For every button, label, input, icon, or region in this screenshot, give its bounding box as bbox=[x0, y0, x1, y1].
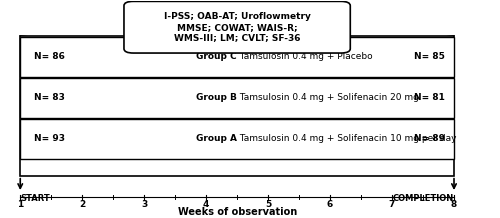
Text: I-PSS; OAB-AT; Uroflowmetry
MMSE; COWAT; WAIS-R;
WMS-III; LM; CVLT; SF-36: I-PSS; OAB-AT; Uroflowmetry MMSE; COWAT;… bbox=[164, 12, 310, 42]
Text: Tamsulosin 0.4 mg + Placebo: Tamsulosin 0.4 mg + Placebo bbox=[237, 52, 373, 61]
Text: 8: 8 bbox=[451, 201, 457, 209]
Text: COMPLETION: COMPLETION bbox=[393, 194, 454, 203]
Text: 2: 2 bbox=[79, 201, 86, 209]
Text: 4: 4 bbox=[203, 201, 209, 209]
Text: N= 83: N= 83 bbox=[34, 93, 66, 102]
Bar bbox=[20, 78, 454, 118]
Text: 7: 7 bbox=[389, 201, 395, 209]
Text: Weeks of observation: Weeks of observation bbox=[178, 207, 297, 217]
Text: N= 86: N= 86 bbox=[34, 52, 66, 61]
Bar bbox=[20, 119, 454, 158]
FancyBboxPatch shape bbox=[124, 1, 350, 53]
Text: 5: 5 bbox=[265, 201, 271, 209]
Text: Group B: Group B bbox=[196, 93, 237, 102]
Text: 3: 3 bbox=[141, 201, 148, 209]
Text: 6: 6 bbox=[327, 201, 333, 209]
Text: Tamsulosin 0.4 mg + Solifenacin 20 mg: Tamsulosin 0.4 mg + Solifenacin 20 mg bbox=[237, 93, 419, 102]
Bar bbox=[20, 36, 454, 176]
Bar bbox=[20, 37, 454, 77]
Text: N= 93: N= 93 bbox=[34, 134, 66, 143]
Text: Tamsulosin 0.4 mg + Solifenacin 10 mg per day: Tamsulosin 0.4 mg + Solifenacin 10 mg pe… bbox=[237, 134, 456, 143]
Text: N= 89: N= 89 bbox=[414, 134, 444, 143]
Text: N= 81: N= 81 bbox=[414, 93, 444, 102]
Text: Group C: Group C bbox=[196, 52, 237, 61]
Text: 1: 1 bbox=[17, 201, 24, 209]
Text: START: START bbox=[20, 194, 50, 203]
Text: N= 85: N= 85 bbox=[414, 52, 444, 61]
Text: Group A: Group A bbox=[196, 134, 237, 143]
